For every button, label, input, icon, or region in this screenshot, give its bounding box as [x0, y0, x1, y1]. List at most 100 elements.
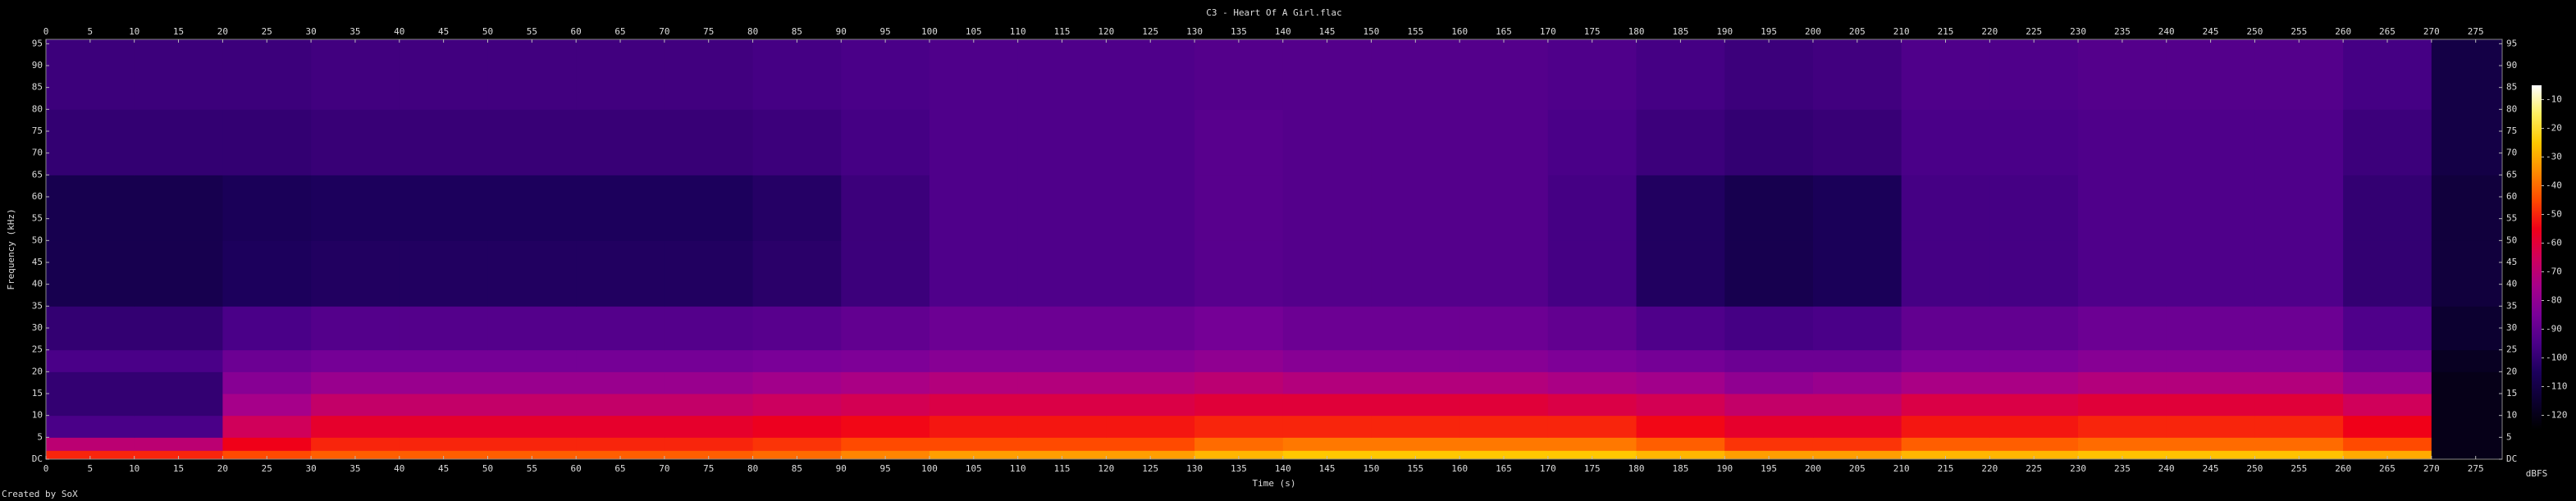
cell — [46, 39, 135, 110]
y-tick-label: 15 — [2506, 388, 2517, 399]
cell — [664, 306, 754, 351]
cell — [311, 415, 400, 438]
x-tick-label: 100 — [921, 26, 938, 37]
x-tick-label: 255 — [2291, 463, 2307, 474]
cell — [1636, 437, 1725, 451]
cell — [1901, 39, 1990, 110]
cell — [222, 175, 312, 241]
x-tick-label: 225 — [2026, 463, 2042, 474]
cell — [1371, 39, 1460, 110]
cell — [399, 39, 488, 110]
cell — [1547, 371, 1637, 394]
y-axis-label: Frequency (kHz) — [6, 208, 16, 289]
cell — [487, 240, 577, 307]
cell — [2078, 349, 2167, 372]
cell — [2078, 450, 2167, 460]
cell — [1106, 39, 1195, 110]
cell — [1194, 349, 1284, 372]
x-tick-label: 90 — [836, 26, 847, 37]
cell — [311, 306, 400, 351]
cell — [841, 306, 930, 351]
cell — [222, 306, 312, 351]
y-tick-label: 30 — [2506, 322, 2517, 333]
cell — [46, 394, 135, 417]
cell — [1812, 39, 1902, 110]
cell — [1017, 394, 1107, 417]
cell — [487, 306, 577, 351]
x-tick-label: 140 — [1275, 463, 1291, 474]
y-tick-label: 45 — [2506, 257, 2517, 267]
x-tick-label: 105 — [966, 26, 982, 37]
cell — [1459, 349, 1549, 372]
x-tick-label: 0 — [43, 463, 49, 474]
cell — [1812, 394, 1902, 417]
cell — [576, 175, 665, 241]
cell — [2078, 109, 2167, 175]
x-tick-label: 85 — [792, 26, 802, 37]
cell — [2166, 450, 2255, 460]
cell — [222, 394, 312, 417]
cell — [752, 349, 842, 372]
x-tick-label: 190 — [1716, 26, 1733, 37]
x-tick-label: 30 — [305, 463, 316, 474]
x-tick-label: 205 — [1849, 463, 1866, 474]
cell — [1724, 450, 1814, 460]
cell — [311, 39, 400, 110]
cell — [2343, 450, 2432, 460]
cell — [1459, 415, 1549, 438]
x-tick-label: 125 — [1142, 463, 1158, 474]
cell — [576, 394, 665, 417]
x-tick-label: 65 — [614, 463, 625, 474]
cell — [2431, 240, 2503, 307]
x-tick-label: 255 — [2291, 26, 2307, 37]
cell — [841, 415, 930, 438]
x-tick-label: 175 — [1584, 26, 1601, 37]
cell — [2431, 450, 2503, 460]
footer: Created by SoX — [2, 489, 78, 499]
x-tick-label: 75 — [703, 26, 714, 37]
y-tick-label: 65 — [2506, 169, 2517, 180]
cell — [1901, 349, 1990, 372]
cell — [1106, 109, 1195, 175]
cell — [752, 415, 842, 438]
cell — [1989, 175, 2079, 241]
cell — [487, 394, 577, 417]
cell — [2431, 437, 2503, 451]
cell — [664, 109, 754, 175]
cell — [664, 371, 754, 394]
cell — [487, 371, 577, 394]
cell — [2254, 39, 2344, 110]
cell — [1901, 415, 1990, 438]
cell — [1812, 349, 1902, 372]
cell — [1901, 371, 1990, 394]
colorbar-tick-label: -70 — [2546, 266, 2562, 277]
cell — [487, 415, 577, 438]
x-tick-label: 125 — [1142, 26, 1158, 37]
y-tick-label: DC — [2506, 453, 2517, 464]
x-tick-label: 35 — [349, 463, 360, 474]
y-tick-label: 60 — [2506, 191, 2517, 202]
cell — [1106, 415, 1195, 438]
cell — [1194, 175, 1284, 241]
cell — [1194, 371, 1284, 394]
x-tick-label: 260 — [2335, 463, 2351, 474]
cell — [2166, 240, 2255, 307]
cell — [2254, 371, 2344, 394]
cell — [752, 371, 842, 394]
x-tick-label: 110 — [1010, 463, 1026, 474]
cell — [1636, 109, 1725, 175]
cell — [929, 394, 1019, 417]
cell — [576, 415, 665, 438]
cell — [2166, 175, 2255, 241]
x-tick-label: 50 — [482, 26, 493, 37]
x-tick-label: 185 — [1672, 463, 1688, 474]
cell — [2343, 240, 2432, 307]
cell — [664, 437, 754, 451]
x-tick-label: 150 — [1363, 463, 1380, 474]
x-tick-label: 25 — [262, 463, 272, 474]
cell — [1724, 240, 1814, 307]
x-tick-label: 10 — [129, 26, 139, 37]
cell — [664, 394, 754, 417]
x-tick-label: 15 — [173, 463, 184, 474]
y-tick-label: 75 — [2506, 125, 2517, 136]
